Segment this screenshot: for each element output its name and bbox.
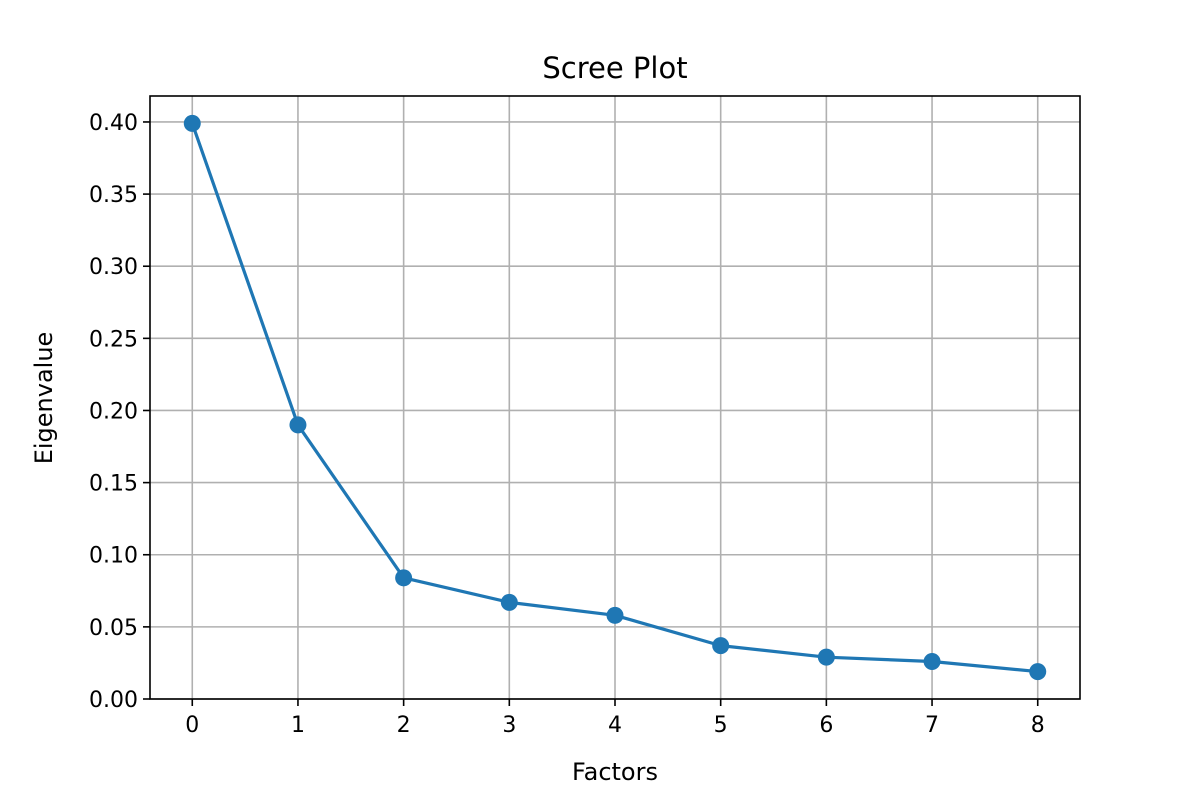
x-tick-label: 1	[291, 713, 305, 738]
series	[183, 114, 1047, 681]
x-tick-label: 3	[502, 713, 516, 738]
x-tick-label: 5	[714, 713, 728, 738]
chart-title: Scree Plot	[542, 51, 687, 85]
x-tick-label: 4	[608, 713, 622, 738]
plot-area-frame	[149, 95, 1081, 700]
data-point	[500, 593, 518, 611]
x-tick-label: 0	[185, 713, 199, 738]
grid	[150, 96, 1080, 700]
data-point	[395, 569, 413, 587]
data-point	[712, 637, 730, 655]
x-tick-label: 2	[397, 713, 411, 738]
y-tick-label: 0.40	[89, 111, 138, 136]
y-tick-label: 0.15	[89, 472, 138, 497]
y-tick-label: 0.30	[89, 255, 138, 280]
x-tick-label: 7	[925, 713, 939, 738]
data-point	[817, 648, 835, 666]
data-point	[606, 606, 624, 624]
data-point	[1029, 663, 1047, 681]
data-point	[923, 652, 941, 670]
x-tick-label: 6	[819, 713, 833, 738]
x-tick-label: 8	[1031, 713, 1045, 738]
x-axis-label: Factors	[572, 758, 658, 786]
y-axis-label: Eigenvalue	[30, 332, 58, 465]
y-tick-label: 0.05	[89, 616, 138, 641]
y-tick-label: 0.20	[89, 399, 138, 424]
y-tick-label: 0.00	[89, 688, 138, 713]
ticks: 0 1 2 3 4 5 6 7 8 0.00 0.05 0.10 0.15 0.20 0.25 0.30 0.3…	[89, 111, 1045, 738]
data-point	[183, 114, 201, 132]
y-tick-label: 0.35	[89, 183, 138, 208]
y-tick-label: 0.25	[89, 327, 138, 352]
y-tick-label: 0.10	[89, 544, 138, 569]
data-point	[289, 416, 307, 434]
